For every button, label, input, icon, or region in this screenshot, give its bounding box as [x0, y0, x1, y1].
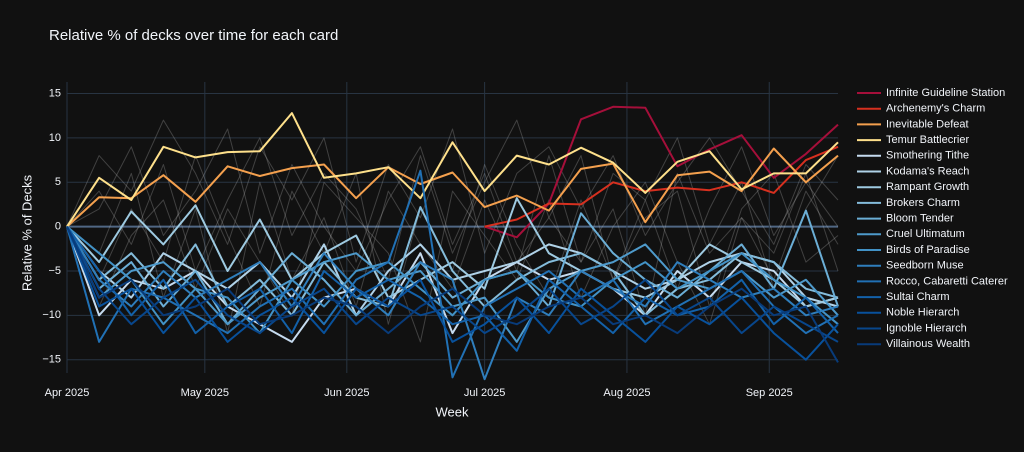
y-tick-label: 5 — [55, 176, 61, 188]
legend-label: Inevitable Defeat — [886, 118, 969, 130]
legend-label: Rocco, Cabaretti Caterer — [886, 275, 1008, 287]
y-tick-label: 15 — [49, 87, 61, 99]
legend-label: Brokers Charm — [886, 197, 960, 209]
series-line — [66, 197, 839, 308]
legend-label: Seedborn Muse — [886, 260, 964, 272]
series-line — [484, 145, 839, 228]
x-tick-label: Sep 2025 — [746, 387, 793, 399]
x-tick-label: Apr 2025 — [45, 387, 90, 399]
legend-label: Bloom Tender — [886, 213, 954, 225]
series-line — [66, 169, 839, 379]
legend-label: Birds of Paradise — [886, 244, 970, 256]
y-tick-label: −5 — [48, 265, 61, 277]
y-tick-label: 10 — [49, 132, 61, 144]
legend-label: Smothering Tithe — [886, 150, 969, 162]
series-line — [66, 226, 839, 363]
y-tick-label: −10 — [42, 309, 61, 321]
series-line — [66, 147, 839, 228]
chart-title: Relative % of decks over time for each c… — [49, 27, 338, 44]
x-tick-label: May 2025 — [181, 387, 229, 399]
legend-label: Noble Hierarch — [886, 307, 959, 319]
x-axis-title: Week — [436, 404, 469, 419]
series-line — [66, 225, 839, 335]
series-line — [66, 226, 839, 343]
legend-label: Kodama's Reach — [886, 165, 969, 177]
x-tick-label: Jun 2025 — [324, 387, 369, 399]
y-tick-label: 0 — [55, 221, 61, 233]
legend-label: Ignoble Hierarch — [886, 322, 967, 334]
x-tick-label: Aug 2025 — [603, 387, 650, 399]
x-tick-label: Jul 2025 — [464, 387, 506, 399]
series-line — [66, 226, 839, 361]
series-line — [66, 112, 839, 228]
y-tick-label: −15 — [42, 354, 61, 366]
y-axis-title: Relative % of Decks — [19, 174, 34, 291]
legend-label: Cruel Ultimatum — [886, 228, 965, 240]
legend-label: Temur Battlecrier — [886, 134, 969, 146]
legend-label: Rampant Growth — [886, 181, 969, 193]
legend-label: Archenemy's Charm — [886, 103, 985, 115]
legend-label: Infinite Guideline Station — [886, 87, 1005, 99]
legend-label: Villainous Wealth — [886, 338, 970, 350]
legend-label: Sultai Charm — [886, 291, 950, 303]
background-line — [66, 119, 839, 263]
